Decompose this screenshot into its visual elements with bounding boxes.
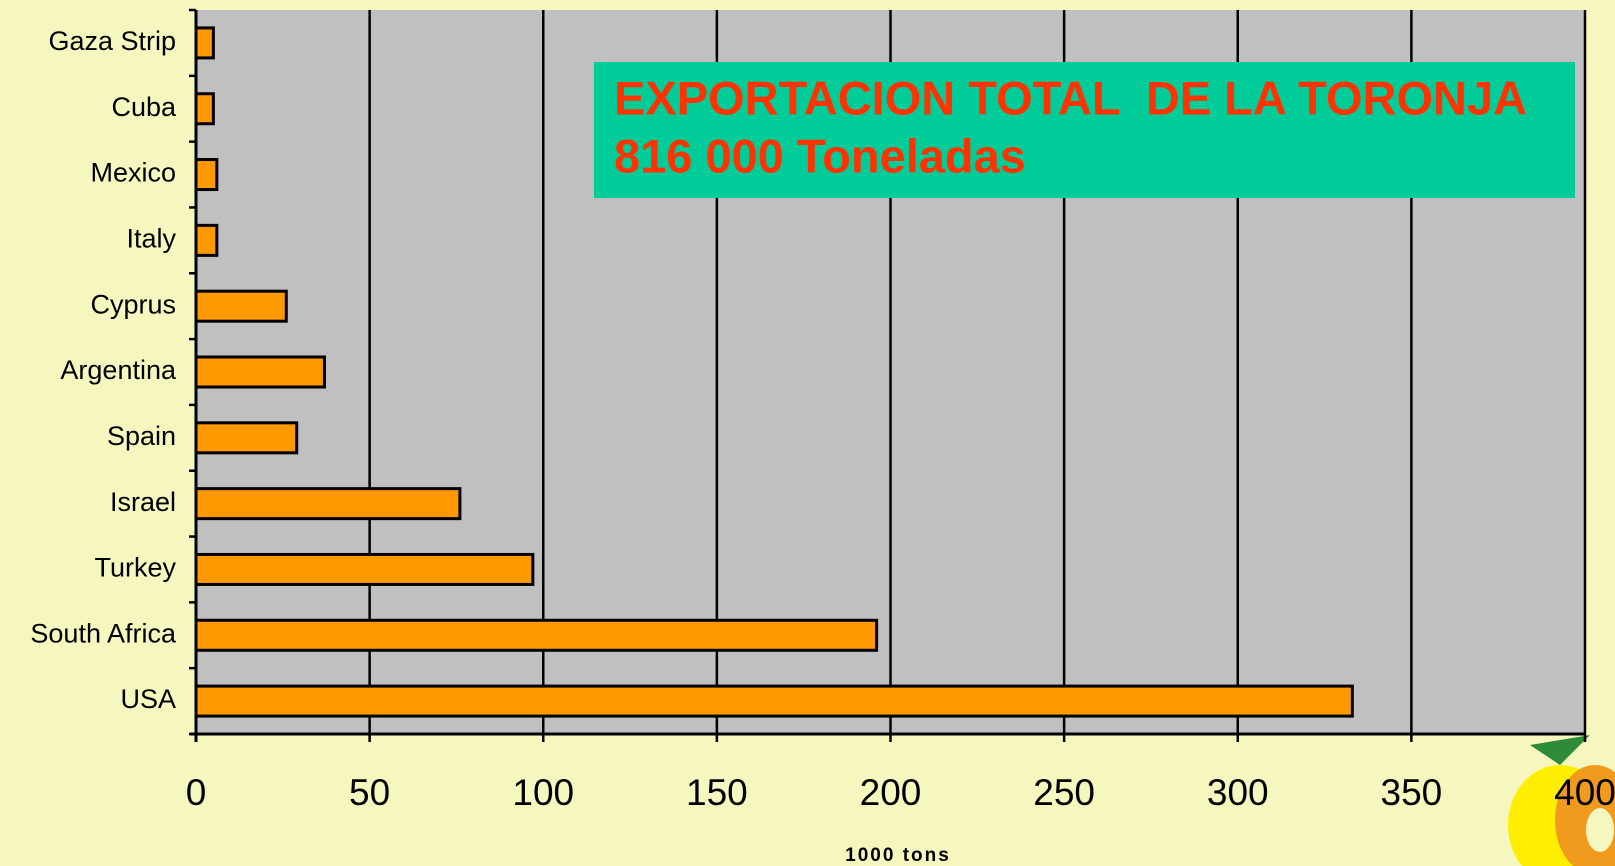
x-tick-label: 50 [349, 772, 390, 813]
bar [194, 158, 219, 192]
x-tick-label: 0 [186, 772, 207, 813]
x-tick-label: 100 [512, 772, 574, 813]
bar [194, 355, 326, 389]
bar [194, 289, 288, 323]
x-tick-label: 250 [1033, 772, 1095, 813]
annotation: EXPORTACION TOTAL DE LA TORONJA [614, 71, 1527, 124]
y-tick-label: Turkey [94, 553, 176, 583]
y-tick-label: Mexico [90, 158, 176, 188]
y-tick-label: Argentina [60, 355, 177, 385]
y-tick-label: Gaza Strip [48, 26, 176, 56]
y-tick-label: South Africa [30, 618, 177, 648]
x-tick-label: 400 [1554, 772, 1615, 813]
bar [194, 684, 1354, 718]
y-tick-label: USA [120, 684, 176, 714]
y-tick-label: Cyprus [90, 289, 176, 319]
bar [194, 223, 219, 257]
x-tick-label: 150 [686, 772, 748, 813]
y-tick-label: Italy [126, 223, 176, 253]
annotation-box [594, 62, 1575, 198]
bar [194, 552, 535, 586]
x-axis-label: 1000 tons [845, 845, 951, 866]
bar [194, 487, 462, 521]
y-tick-label: Spain [107, 421, 176, 451]
x-tick-label: 300 [1207, 772, 1269, 813]
bar [194, 618, 879, 652]
y-tick-label: Israel [110, 487, 176, 517]
bar [194, 421, 299, 455]
logo [1508, 735, 1615, 866]
bar [194, 26, 215, 60]
y-tick-label: Cuba [111, 92, 177, 122]
annotation: 816 000 Toneladas [614, 129, 1026, 182]
bar [194, 92, 215, 126]
x-tick-label: 200 [860, 772, 922, 813]
x-tick-label: 350 [1381, 772, 1443, 813]
